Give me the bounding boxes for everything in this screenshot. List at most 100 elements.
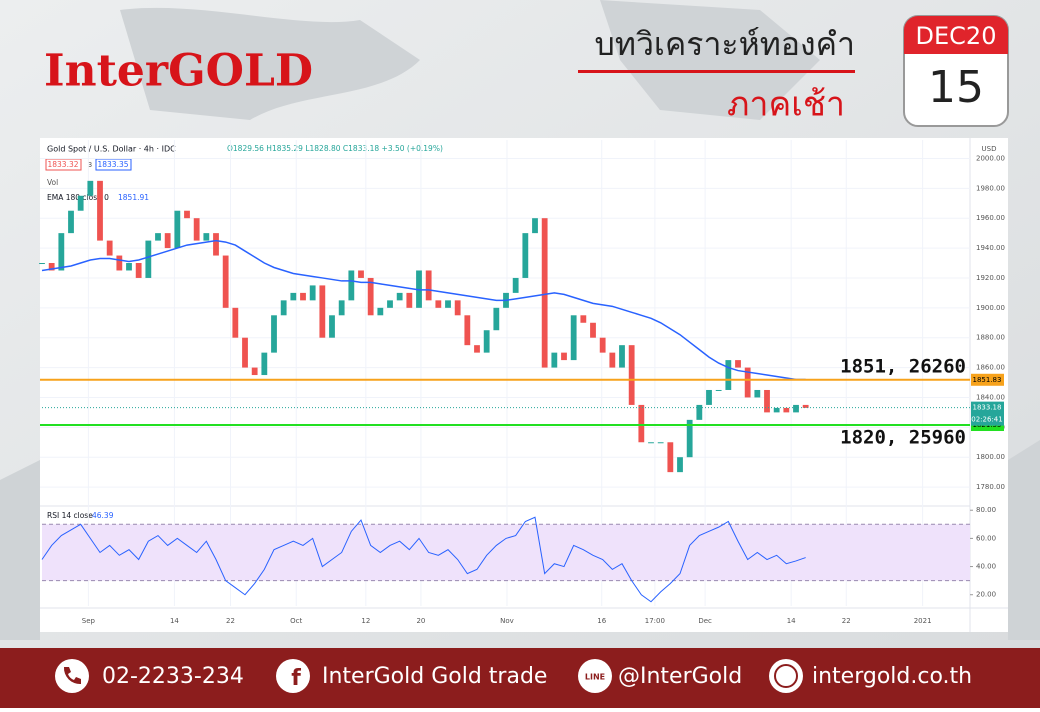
candle [512,277,519,293]
candle [628,345,635,405]
y-tick-label: 1920.00 [976,274,1005,282]
calendar-day: 15 [928,62,984,113]
x-tick-label: 2021 [914,617,932,625]
candle [657,442,664,444]
candle [483,330,490,353]
candle [435,300,442,308]
footer [0,648,1040,708]
candle [184,210,190,219]
candle [454,300,461,316]
ema-line [41,239,806,381]
candle [648,442,654,444]
symbol: Gold Spot / U.S. Dollar · 4h · IDC [47,145,176,154]
y-tick-label: 1940.00 [976,244,1005,252]
candle [106,240,113,256]
y-tick-label: 1840.00 [976,393,1005,401]
x-tick-label: 12 [361,617,370,625]
candle [445,300,451,308]
y-tick-label: 1900.00 [976,304,1005,312]
candle [744,367,751,398]
candle [348,270,355,301]
candle [242,337,248,368]
y-tick-label: 20.00 [976,591,996,599]
candle [773,407,780,413]
x-tick-label: 14 [170,617,179,625]
candle [135,263,142,278]
candle [715,389,722,391]
candle [783,407,790,413]
candle [87,180,94,196]
candle [222,255,229,308]
candle [377,307,384,316]
title-underline [578,70,855,73]
candle [58,233,65,271]
candle [522,233,529,278]
candle [793,404,799,413]
rsi-name: RSI 14 close [47,511,93,520]
candle [638,404,645,443]
candle [126,263,132,271]
candle [735,360,741,368]
candle [174,210,181,249]
x-tick-label: Sep [82,617,96,625]
calendar-month: DEC20 [916,22,997,50]
candle [599,337,606,353]
x-tick-label: 20 [416,617,425,625]
candle [590,322,596,338]
rsi-line [41,516,806,603]
rsi-last: 46.39 [92,511,114,520]
candle [280,300,287,316]
candle [68,210,74,234]
spread: 3 [88,161,92,169]
candle [764,389,770,413]
candle [77,195,84,211]
candle [193,218,200,241]
y-tick-label: 1860.00 [976,364,1005,372]
price-timer: 02:26:41 [971,416,1002,424]
line-icon-text: LINE [585,673,605,682]
y-tick-label: 1800.00 [976,453,1005,461]
candle [300,292,306,301]
candle [251,367,258,376]
line-id: @InterGold [618,664,742,689]
calendar: DEC20 15 [903,15,1009,127]
candle [329,315,335,338]
candle [338,300,345,316]
x-tick-label: Nov [500,617,514,625]
price-badge-label: 1833.18 [973,404,1002,412]
candle [261,352,268,376]
candle [48,263,55,271]
ohlc: O1829.56 H1835.29 L1828.80 C1833.18 +3.5… [227,144,443,153]
level-annotation: 1820, 25960 [840,427,966,449]
candle [97,180,103,241]
candle [493,307,500,331]
candle [271,315,277,353]
candle [425,270,432,301]
candle [213,233,219,256]
subtitle: ภาคเช้า [727,85,845,125]
candle [609,352,616,368]
level-badge [971,373,1004,386]
svg-text:f: f [291,666,301,691]
candle [367,277,374,316]
candle [319,285,326,338]
world-map [0,0,1040,640]
candle [309,285,316,301]
x-tick-label: 17:00 [645,617,665,625]
y-tick-label: 80.00 [976,506,996,514]
y-tick-label: 2000.00 [976,154,1005,162]
candle [290,292,297,301]
bid-box [45,158,82,171]
level-annotation: 1851, 26260 [840,355,966,377]
candle [677,457,683,473]
y-tick-label: 1880.00 [976,334,1005,342]
candle [619,345,625,368]
y-tick-label: 1980.00 [976,184,1005,192]
x-tick-label: 22 [842,617,851,625]
candle [725,360,732,390]
brand: InterGOLD [44,46,313,97]
bid: 1833.32 [47,160,78,169]
ask: 1833.35 [97,160,128,169]
candle [686,419,693,458]
